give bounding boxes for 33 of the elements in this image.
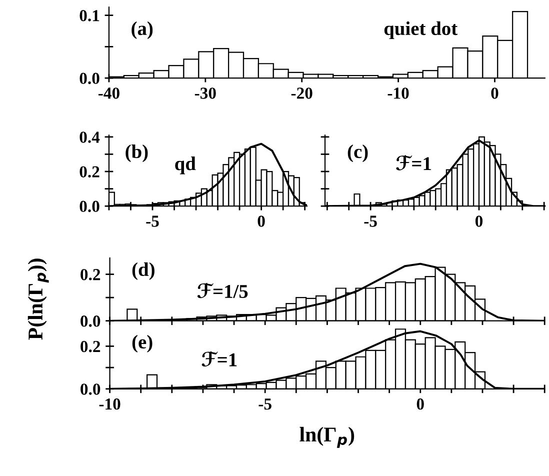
- x-tick-label: -30: [194, 88, 216, 99]
- y-tick-label: 0.2: [80, 340, 100, 352]
- y-axis-title: P(ln(Γ$_{p}$)): [28, 258, 49, 340]
- y-tick-label: 0.0: [80, 72, 100, 84]
- y-tick-label: 0.4: [80, 132, 100, 143]
- x-tick-label: 0: [475, 216, 483, 227]
- y-tick-label: 0.0: [80, 316, 100, 327]
- x-tick-label: -5: [364, 216, 377, 227]
- y-tick-label: 0.0: [80, 200, 100, 212]
- annotation: quiet dot: [384, 21, 458, 40]
- x-tick-label: -5: [146, 216, 159, 227]
- y-tick-label: 0.2: [80, 268, 100, 280]
- annotation: (c): [348, 144, 368, 162]
- x-axis-title: ln(Γ$_{p}$): [300, 426, 354, 448]
- x-tick-label: -5: [258, 398, 272, 410]
- x-tick-label: 0: [258, 216, 265, 227]
- annotation: (b): [126, 144, 148, 162]
- x-tick-label: -10: [388, 88, 409, 99]
- annotation: (d): [132, 262, 154, 280]
- annotation: (a): [132, 21, 153, 40]
- x-tick-label: 0: [416, 398, 424, 410]
- x-tick-label: -10: [99, 398, 120, 410]
- x-tick-label: -20: [291, 88, 312, 99]
- annotation: qd: [175, 156, 196, 174]
- x-tick-label: 0: [491, 88, 498, 99]
- y-tick-label: 0.2: [80, 166, 100, 178]
- y-tick-label: 0.0: [80, 384, 100, 395]
- annotation: (e): [132, 334, 152, 352]
- y-tick-label: 0.1: [80, 10, 100, 22]
- x-tick-label: -40: [98, 88, 120, 99]
- annotation: ℱ=1: [396, 155, 431, 170]
- annotation: ℱ=1/5: [197, 282, 248, 298]
- annotation: ℱ=1: [202, 351, 237, 366]
